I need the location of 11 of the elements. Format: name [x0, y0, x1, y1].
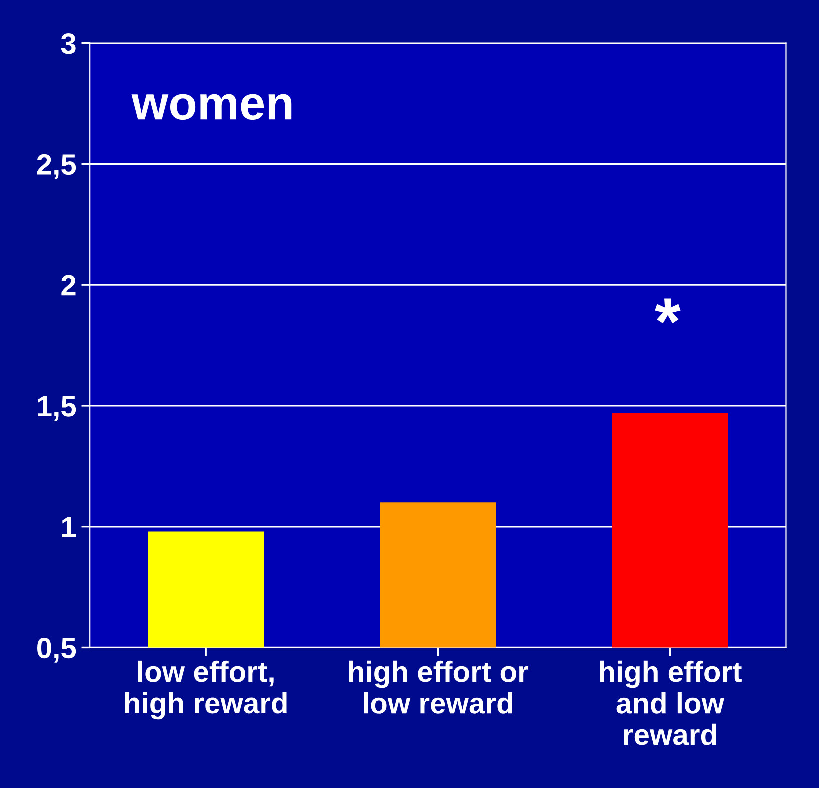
y-tick-label: 1 [62, 517, 76, 538]
y-tick-label: 2,5 [37, 154, 76, 180]
annotation: * [655, 298, 681, 324]
x-tick-label: low effort, high reward [126, 660, 287, 720]
y-tick-label: 3 [61, 34, 76, 54]
x-tick-label: high effort or low reward [349, 660, 528, 714]
y-tick-label: 1,5 [38, 396, 76, 422]
x-tick-label: high effort and low reward [600, 660, 742, 746]
text: women [132, 94, 292, 120]
y-tick-label: 2 [62, 275, 76, 296]
y-tick-label: 0,5 [38, 638, 76, 663]
